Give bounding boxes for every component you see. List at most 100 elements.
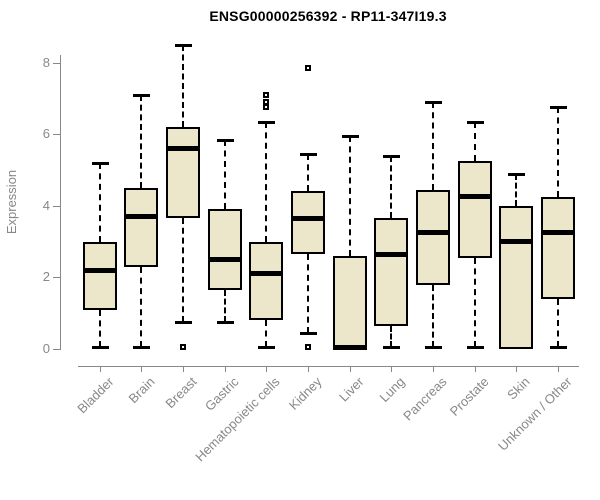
y-axis-tick (53, 134, 60, 136)
lower-whisker (140, 266, 143, 348)
lower-whisker-cap (133, 346, 151, 350)
boxplot-box (332, 255, 367, 349)
upper-whisker-cap (549, 106, 567, 110)
x-axis-tick (266, 366, 268, 372)
upper-whisker-cap (174, 43, 192, 47)
upper-whisker (556, 107, 559, 197)
median-line (165, 146, 200, 152)
upper-whisker (140, 94, 143, 188)
upper-whisker (515, 173, 518, 206)
lower-whisker-cap (549, 346, 567, 350)
median-line (332, 344, 367, 350)
lower-whisker (390, 325, 393, 348)
x-axis-tick (224, 366, 226, 372)
upper-whisker-cap (133, 93, 151, 97)
upper-whisker (181, 44, 184, 128)
boxplot-box (290, 191, 325, 255)
x-axis-tick (141, 366, 143, 372)
upper-whisker (98, 162, 101, 242)
y-axis-tick (53, 205, 60, 207)
lower-whisker (473, 257, 476, 348)
lower-whisker (181, 218, 184, 323)
upper-whisker (473, 121, 476, 162)
upper-whisker (223, 139, 226, 210)
median-line (374, 251, 409, 257)
upper-whisker-cap (383, 154, 401, 158)
boxplot-box (82, 241, 117, 310)
y-tick-label: 4 (42, 197, 50, 213)
outlier-point (263, 91, 270, 98)
upper-whisker (265, 121, 268, 242)
lower-whisker-cap (174, 321, 192, 325)
upper-whisker-cap (258, 120, 276, 124)
median-line (540, 230, 575, 236)
outlier-point (263, 98, 270, 105)
upper-whisker-cap (299, 152, 317, 156)
x-axis-tick (557, 366, 559, 372)
y-axis-tick (53, 349, 60, 350)
boxplot-box (457, 161, 492, 258)
median-line (82, 267, 117, 273)
upper-whisker-cap (91, 161, 109, 165)
boxplot-box (415, 189, 450, 285)
x-axis-tick (349, 366, 351, 372)
y-tick-label: 0 (42, 341, 50, 356)
lower-whisker (306, 254, 309, 333)
lower-whisker (265, 320, 268, 348)
outlier-point (263, 104, 270, 111)
lower-whisker-cap (299, 331, 317, 335)
upper-whisker-cap (216, 138, 234, 142)
upper-whisker (390, 155, 393, 219)
upper-whisker (306, 153, 309, 192)
x-axis-tick (474, 366, 476, 372)
lower-whisker-cap (258, 346, 276, 350)
boxplot-box (499, 205, 534, 349)
median-line (207, 257, 242, 262)
lower-whisker-cap (424, 346, 442, 350)
lower-whisker (223, 289, 226, 323)
x-axis-tick (307, 366, 309, 372)
lower-whisker-cap (466, 346, 484, 350)
lower-whisker (431, 284, 434, 348)
lower-whisker (556, 298, 559, 348)
upper-whisker-cap (508, 172, 526, 176)
lower-whisker-cap (216, 321, 234, 325)
upper-whisker-cap (424, 100, 442, 104)
boxplot-box (124, 187, 159, 267)
x-axis-tick (516, 366, 518, 372)
boxplot-box (374, 218, 409, 326)
lower-whisker (98, 309, 101, 348)
x-axis-tick (391, 366, 393, 372)
upper-whisker-cap (341, 134, 359, 138)
upper-whisker (348, 135, 351, 256)
y-axis-tick (53, 62, 60, 64)
median-line (457, 194, 492, 200)
median-line (124, 214, 159, 220)
x-axis-tick (182, 366, 184, 372)
y-tick-label: 8 (42, 54, 50, 70)
median-line (415, 230, 450, 236)
lower-whisker-cap (383, 346, 401, 350)
boxplot-box (540, 196, 575, 299)
outlier-point (179, 344, 186, 351)
x-axis-line (78, 366, 579, 367)
outlier-point (304, 344, 311, 351)
x-axis-tick (432, 366, 434, 372)
boxplot-box (249, 241, 284, 321)
upper-whisker (431, 101, 434, 190)
y-axis-label: Expression (4, 169, 19, 235)
y-tick-label: 2 (42, 269, 50, 285)
x-axis-tick (99, 366, 101, 372)
y-axis-tick (53, 277, 60, 279)
median-line (499, 239, 534, 245)
median-line (290, 215, 325, 221)
outlier-point (304, 64, 311, 71)
median-line (249, 271, 284, 277)
upper-whisker-cap (466, 120, 484, 124)
boxplot-box (207, 209, 242, 290)
lower-whisker-cap (91, 346, 109, 350)
y-axis-line (60, 55, 61, 350)
chart-title: ENSG00000256392 - RP11-347I19.3 (209, 8, 447, 24)
y-tick-label: 6 (42, 126, 50, 142)
